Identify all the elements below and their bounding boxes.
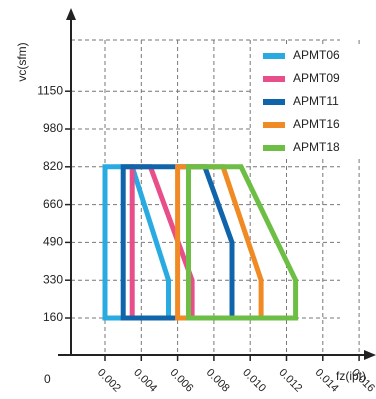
x-ticks: 0.002 0.004 0.006 0.008 0.010 0.012 0.014 0.016	[95, 355, 376, 395]
x-tick-label: 0.002	[95, 367, 123, 395]
y-axis-arrow-icon	[66, 8, 76, 20]
x-tick-label: 0.010	[240, 367, 268, 395]
y-ticks: 160 330 490 660 820 980 1150	[37, 83, 71, 324]
y-tick-label: 660	[43, 197, 63, 211]
y-tick-label: 330	[43, 272, 63, 286]
legend-swatch-apmt11	[263, 99, 285, 105]
x-axis-arrow-icon	[364, 350, 376, 360]
y-tick-label: 490	[43, 235, 63, 249]
y-tick-label: 160	[43, 310, 63, 324]
legend-label-apmt06: APMT06	[293, 48, 340, 62]
series-outline-apmt18	[186, 164, 299, 321]
chart-series-layer	[102, 164, 299, 321]
chart-axes	[58, 8, 376, 360]
legend-label-apmt11: APMT11	[293, 94, 339, 108]
y-axis-label: vc(sfm)	[15, 42, 29, 81]
x-axis-label: fz(ipt)	[336, 369, 366, 383]
x-tick-label: 0.008	[204, 367, 232, 395]
x-tick-label: 0.012	[276, 367, 304, 395]
origin-label: 0	[44, 372, 51, 386]
legend-label-apmt16: APMT16	[293, 117, 340, 131]
legend-swatch-apmt18	[263, 145, 285, 151]
legend-swatch-apmt06	[263, 53, 285, 59]
legend-swatch-apmt09	[263, 76, 285, 82]
y-tick-label: 980	[43, 121, 63, 135]
y-tick-label: 820	[43, 159, 63, 173]
legend: APMT06 APMT09 APMT11 APMT16 APMT18	[253, 46, 367, 158]
legend-label-apmt09: APMT09	[293, 71, 340, 85]
x-tick-label: 0.006	[167, 367, 195, 395]
x-tick-label: 0.004	[131, 367, 159, 395]
legend-swatch-apmt16	[263, 122, 285, 128]
y-tick-label: 1150	[37, 83, 63, 97]
legend-label-apmt18: APMT18	[293, 140, 340, 154]
